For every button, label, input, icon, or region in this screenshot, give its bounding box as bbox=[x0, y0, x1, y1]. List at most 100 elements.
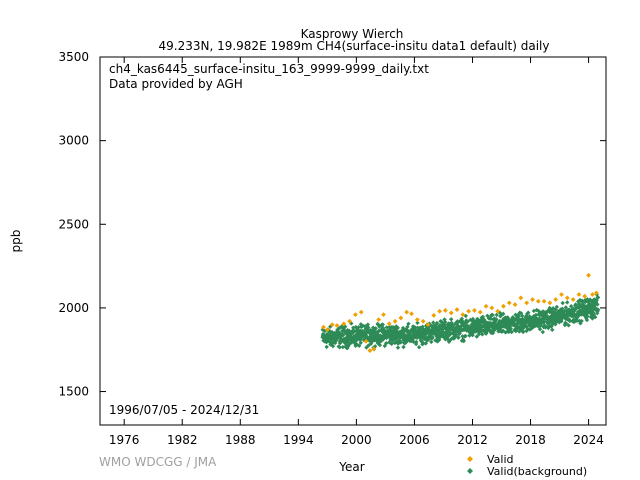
data-point-valid-background bbox=[510, 315, 516, 320]
data-point-valid-background bbox=[412, 325, 418, 330]
data-point-valid-background bbox=[406, 321, 411, 327]
data-point-valid-background bbox=[541, 312, 546, 317]
data-point-valid-background bbox=[509, 329, 514, 335]
data-point-valid-background bbox=[550, 321, 556, 327]
data-point-valid-background bbox=[411, 339, 416, 345]
credit-label: WMO WDCGG / JMA bbox=[99, 455, 217, 469]
data-point-valid-background bbox=[366, 325, 371, 330]
data-point-valid-background bbox=[531, 308, 537, 314]
x-tick-label: 2024 bbox=[573, 433, 604, 447]
data-point-valid-background bbox=[461, 338, 466, 344]
data-point-valid-background bbox=[578, 309, 584, 314]
data-point-valid-background bbox=[573, 306, 579, 311]
data-point-valid bbox=[535, 298, 541, 304]
x-tick-label: 1994 bbox=[283, 433, 314, 447]
legend-marker-valid-background bbox=[467, 468, 473, 474]
data-point-valid-background bbox=[414, 339, 419, 345]
data-point-valid-background bbox=[508, 326, 513, 331]
data-point-valid-background bbox=[573, 302, 578, 307]
data-point-valid-background bbox=[590, 316, 595, 321]
y-tick-label: 3000 bbox=[58, 134, 89, 148]
data-point-valid-background bbox=[585, 306, 591, 311]
data-point-valid-background bbox=[330, 343, 336, 349]
data-point-valid-background bbox=[358, 340, 363, 345]
data-point-valid-background bbox=[324, 344, 329, 350]
data-point-valid-background bbox=[589, 312, 594, 317]
data-point-valid-background bbox=[443, 319, 448, 325]
data-point-valid bbox=[559, 292, 564, 297]
data-point-valid-background bbox=[590, 299, 595, 305]
data-point-valid bbox=[460, 312, 466, 317]
data-point-valid-background bbox=[564, 308, 569, 313]
x-tick-label: 1976 bbox=[109, 433, 140, 447]
info-line-file: ch4_kas6445_surface-insitu_163_9999-9999… bbox=[109, 62, 429, 76]
data-point-valid bbox=[586, 272, 591, 278]
data-point-valid-background bbox=[562, 322, 568, 328]
y-tick-label: 2000 bbox=[58, 301, 89, 315]
data-point-valid bbox=[582, 293, 588, 299]
y-tick-label: 3500 bbox=[58, 50, 89, 64]
data-point-valid-background bbox=[531, 314, 536, 319]
data-point-valid bbox=[448, 310, 454, 316]
data-point-valid-background bbox=[537, 313, 542, 318]
data-point-valid-background bbox=[574, 315, 580, 320]
data-point-valid bbox=[530, 297, 535, 302]
data-point-valid bbox=[593, 290, 599, 296]
data-point-valid bbox=[425, 322, 431, 328]
data-point-valid-background bbox=[356, 325, 361, 330]
data-point-valid bbox=[371, 346, 377, 352]
data-point-valid bbox=[437, 308, 442, 314]
data-point-valid-background bbox=[566, 323, 571, 328]
data-point-valid-background bbox=[553, 319, 558, 325]
data-point-valid-background bbox=[465, 319, 470, 324]
data-point-valid bbox=[363, 338, 369, 344]
x-axis-label: Year bbox=[338, 460, 364, 474]
x-tick-label: 1982 bbox=[167, 433, 198, 447]
data-point-valid bbox=[564, 295, 570, 301]
x-tick-label: 2012 bbox=[457, 433, 488, 447]
y-axis: 1500 2000 2500 3000 3500 bbox=[58, 50, 606, 399]
data-point-valid-background bbox=[401, 344, 406, 350]
data-point-valid-background bbox=[553, 307, 559, 312]
data-point-valid-background bbox=[552, 310, 557, 315]
data-point-valid-background bbox=[556, 316, 561, 321]
data-point-valid-background bbox=[490, 312, 495, 318]
data-point-valid bbox=[466, 308, 472, 314]
data-point-valid bbox=[324, 327, 330, 333]
data-point-valid bbox=[381, 312, 386, 317]
data-point-valid-background bbox=[373, 326, 378, 331]
data-point-valid bbox=[489, 305, 495, 311]
data-point-valid bbox=[590, 292, 595, 297]
data-point-valid-background bbox=[421, 341, 426, 346]
data-point-valid-background bbox=[567, 318, 572, 324]
data-point-valid bbox=[477, 309, 483, 315]
data-point-valid-background bbox=[518, 311, 524, 316]
data-point-valid bbox=[576, 292, 582, 297]
data-point-valid-background bbox=[554, 304, 559, 310]
data-point-valid-background bbox=[494, 312, 499, 318]
data-point-valid-background bbox=[548, 319, 553, 324]
data-point-valid-background bbox=[568, 304, 574, 309]
data-point-valid bbox=[398, 315, 404, 321]
data-point-valid-background bbox=[550, 306, 556, 311]
data-point-valid-background bbox=[377, 342, 383, 348]
data-point-valid-background bbox=[574, 318, 580, 323]
data-point-valid bbox=[524, 300, 530, 306]
data-point-valid-background bbox=[456, 335, 461, 340]
data-point-valid-background bbox=[553, 322, 558, 327]
data-point-valid bbox=[472, 308, 477, 313]
data-point-valid bbox=[409, 311, 414, 317]
data-point-valid bbox=[431, 313, 437, 318]
data-point-valid-background bbox=[589, 308, 595, 314]
data-point-valid-background bbox=[526, 310, 531, 315]
data-point-valid-background bbox=[415, 320, 420, 326]
data-point-valid-background bbox=[595, 295, 601, 300]
data-point-valid-background bbox=[560, 306, 565, 312]
data-point-valid-background bbox=[500, 311, 506, 317]
data-point-valid-background bbox=[395, 345, 401, 350]
data-point-valid-background bbox=[530, 325, 536, 330]
plot-frame bbox=[99, 56, 607, 426]
data-point-valid-background bbox=[520, 329, 526, 335]
series-valid-background bbox=[320, 292, 601, 352]
data-point-valid bbox=[570, 297, 576, 302]
